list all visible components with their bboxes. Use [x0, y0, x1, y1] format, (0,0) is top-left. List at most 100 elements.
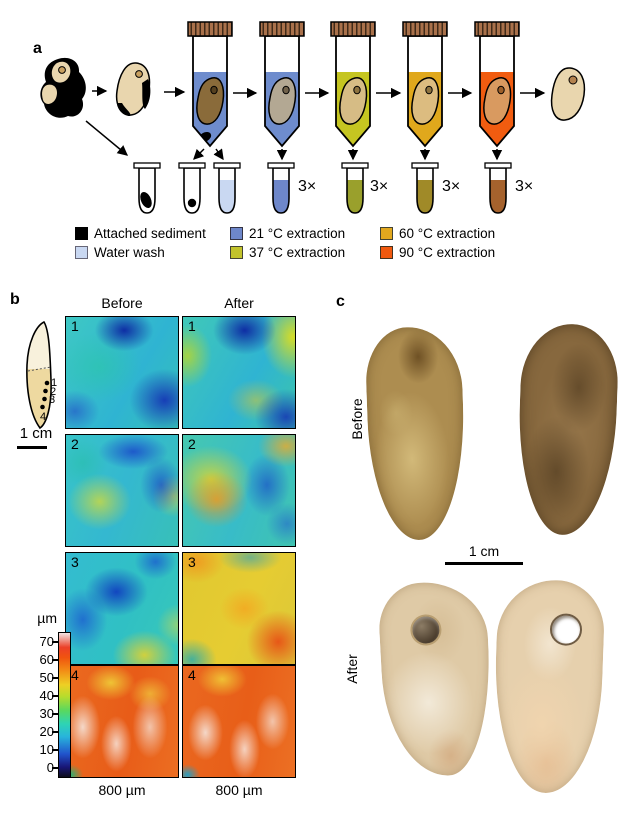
- legend-item-60c: 60 °C extraction: [380, 226, 495, 241]
- scan-4-before: 4: [65, 665, 179, 778]
- photo-row-label-after: After: [344, 654, 360, 684]
- tube-60c: [402, 21, 448, 148]
- colorbar-tick-20: 20: [39, 724, 54, 739]
- colorbar-unit: µm: [37, 610, 57, 626]
- colorbar-tickmark: [52, 659, 58, 661]
- collection-tube-90c: [484, 162, 512, 214]
- colorbar-tick-30: 30: [39, 706, 54, 721]
- pendant-hole: [409, 613, 443, 647]
- legend-item-37c: 37 °C extraction: [230, 245, 345, 260]
- scan-number: 3: [71, 554, 79, 570]
- tube-21c: [259, 21, 305, 148]
- legend-swatch-37c: [230, 246, 243, 259]
- sample-point-label-1: 1: [51, 377, 57, 389]
- replicate-label-37c: 3×: [370, 178, 388, 195]
- sample-point-4: [40, 404, 45, 410]
- colorbar-tickmark: [52, 713, 58, 715]
- colorbar-tick-50: 50: [39, 670, 54, 685]
- pendant-photo-before-back: [515, 322, 620, 537]
- sample-point-3: [42, 396, 47, 402]
- panel-b-label: b: [10, 291, 20, 308]
- panel-c-label: c: [336, 293, 345, 310]
- image-scale-before: 800 µm: [98, 782, 146, 798]
- legend-label: 37 °C extraction: [249, 245, 346, 260]
- colorbar-tickmark: [52, 641, 58, 643]
- pendant-cleaned: [550, 67, 586, 121]
- map-scale-bar: [17, 446, 47, 449]
- scan-4-after: 4: [182, 665, 296, 778]
- sample-point-label-2: 2: [50, 386, 56, 398]
- legend-swatch-water-wash: [75, 246, 88, 259]
- legend-item-water-wash: Water wash: [75, 245, 165, 260]
- colorbar-gradient: [58, 632, 71, 778]
- scan-2-before: 2: [65, 434, 179, 547]
- scan-3-after: 3: [182, 552, 296, 665]
- colorbar-tick-70: 70: [39, 634, 54, 649]
- scan-number: 2: [188, 436, 196, 452]
- pendant-hole: [549, 613, 583, 647]
- column-header-before: Before: [101, 295, 143, 311]
- scan-number: 4: [188, 667, 196, 683]
- collection-tube-sediment: [133, 162, 161, 214]
- scan-number: 4: [71, 667, 79, 683]
- column-header-after: After: [224, 295, 254, 311]
- extraction-workflow-diagram: 3× 3× 3× 3×: [40, 21, 586, 214]
- tube-90c: [474, 21, 520, 148]
- colorbar-tickmark: [52, 677, 58, 679]
- legend-item-attached-sediment: Attached sediment: [75, 226, 206, 241]
- map-scale-label: 1 cm: [19, 425, 53, 442]
- colorbar-tickmark: [52, 767, 58, 769]
- pendant-with-sediment: [40, 57, 86, 118]
- sample-point-label-4: 4: [40, 411, 46, 423]
- scan-number: 2: [71, 436, 79, 452]
- tube-21c-first: [187, 21, 233, 148]
- replicate-label-90c: 3×: [515, 178, 533, 195]
- sample-point-2: [43, 388, 48, 394]
- scan-1-before: 1: [65, 316, 179, 429]
- legend-item-90c: 90 °C extraction: [380, 245, 495, 260]
- legend-label: 60 °C extraction: [399, 226, 496, 241]
- colorbar-tick-0: 0: [46, 760, 54, 775]
- collection-tube-sediment-pellet: [178, 162, 206, 214]
- sample-point-1: [44, 380, 50, 386]
- colorbar-tickmark: [52, 749, 58, 751]
- legend-label: Attached sediment: [94, 226, 206, 241]
- flow-arrows: [85, 85, 546, 161]
- image-scale-after: 800 µm: [215, 782, 263, 798]
- colorbar-tick-60: 60: [39, 652, 54, 667]
- tube-37c: [330, 21, 376, 148]
- replicate-label-60c: 3×: [442, 178, 460, 195]
- pendant-sampling-map: 1 2 3 4: [26, 320, 57, 430]
- photo-row-label-before: Before: [349, 398, 365, 440]
- legend-swatch-90c: [380, 246, 393, 259]
- colorbar-tickmark: [52, 731, 58, 733]
- panel-a-label: a: [33, 40, 42, 57]
- photo-scale-bar: [445, 562, 523, 565]
- colorbar-tickmark: [52, 695, 58, 697]
- legend-swatch-60c: [380, 227, 393, 240]
- legend-swatch-attached-sediment: [75, 227, 88, 240]
- pendant-photo-after-front: [376, 579, 496, 779]
- pendant-photo-before-front: [364, 325, 468, 542]
- replicate-label-21c: 3×: [298, 178, 316, 195]
- scan-1-after: 1: [182, 316, 296, 429]
- collection-tube-60c: [411, 162, 439, 214]
- legend-label: 90 °C extraction: [399, 245, 496, 260]
- pendant-photo-after-back: [491, 578, 606, 795]
- scan-number: 1: [188, 318, 196, 334]
- scan-number: 3: [188, 554, 196, 570]
- photo-scale-label: 1 cm: [468, 543, 500, 559]
- legend-item-21c: 21 °C extraction: [230, 226, 345, 241]
- scan-3-before: 3: [65, 552, 179, 665]
- colorbar-tick-40: 40: [39, 688, 54, 703]
- legend-swatch-21c: [230, 227, 243, 240]
- collection-tube-37c: [341, 162, 369, 214]
- scan-2-after: 2: [182, 434, 296, 547]
- sample-point-label-3: 3: [49, 394, 55, 406]
- scan-number: 1: [71, 318, 79, 334]
- legend-label: Water wash: [94, 245, 165, 260]
- collection-tube-water-wash: [213, 162, 241, 214]
- legend-label: 21 °C extraction: [249, 226, 346, 241]
- pendant-partially-cleaned: [115, 62, 151, 116]
